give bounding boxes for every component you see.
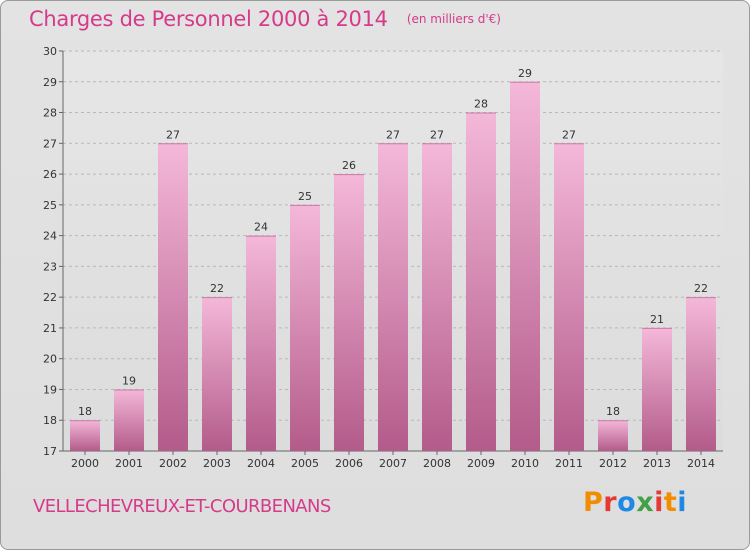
y-tick-label: 23 — [43, 260, 57, 273]
x-tick-label: 2003 — [203, 457, 231, 470]
y-tick-label: 27 — [43, 137, 57, 150]
logo-letter: r — [603, 487, 618, 518]
bar — [642, 327, 672, 451]
data-label: 27 — [562, 128, 576, 141]
data-label: 26 — [342, 159, 356, 172]
bar — [290, 204, 320, 451]
bar — [378, 143, 408, 452]
x-tick-label: 2002 — [159, 457, 187, 470]
x-tick-label: 2009 — [467, 457, 495, 470]
chart-title: Charges de Personnel 2000 à 2014 — [29, 7, 388, 31]
title-row: Charges de Personnel 2000 à 2014 (en mil… — [29, 7, 501, 31]
bar — [554, 143, 584, 452]
bar — [466, 112, 496, 452]
y-tick-label: 26 — [43, 168, 57, 181]
data-label: 27 — [430, 128, 444, 141]
y-tick-label: 30 — [43, 45, 57, 58]
x-tick-label: 2010 — [511, 457, 539, 470]
data-label: 22 — [210, 282, 224, 295]
x-tick-label: 2001 — [115, 457, 143, 470]
logo-letter: x — [636, 487, 655, 518]
y-tick-label: 18 — [43, 414, 57, 427]
y-tick-label: 22 — [43, 291, 57, 304]
logo-letter: i — [654, 487, 664, 518]
data-label: 25 — [298, 190, 312, 203]
bar — [246, 235, 276, 451]
data-label: 24 — [254, 221, 268, 234]
x-tick-label: 2008 — [423, 457, 451, 470]
data-label: 21 — [650, 313, 664, 326]
bar — [114, 389, 144, 451]
y-tick-label: 17 — [43, 445, 57, 458]
logo-letter: o — [617, 487, 637, 518]
y-tick-label: 25 — [43, 199, 57, 212]
data-label: 18 — [606, 405, 620, 418]
x-tick-label: 2005 — [291, 457, 319, 470]
bar — [334, 174, 364, 452]
logo-letter: i — [677, 487, 688, 518]
logo-letter: t — [663, 487, 678, 518]
data-label: 19 — [122, 374, 136, 387]
x-tick-label: 2011 — [555, 457, 583, 470]
bar — [510, 81, 540, 452]
logo-letter: P — [583, 487, 604, 518]
y-tick-label: 21 — [43, 322, 57, 335]
bar — [598, 420, 628, 451]
y-tick-label: 28 — [43, 107, 57, 120]
y-tick-label: 20 — [43, 353, 57, 366]
bar — [70, 420, 100, 451]
chart-subtitle: (en milliers d'€) — [406, 12, 501, 26]
data-label: 18 — [78, 405, 92, 418]
data-label: 22 — [694, 282, 708, 295]
data-label: 29 — [518, 67, 532, 80]
bar — [158, 143, 188, 452]
location-name: VELLECHEVREUX-ET-COURBENANS — [33, 496, 331, 517]
x-tick-label: 2012 — [599, 457, 627, 470]
data-label: 28 — [474, 98, 488, 111]
data-label: 27 — [166, 128, 180, 141]
proxiti-logo: Proxiti — [583, 487, 687, 518]
y-tick-label: 24 — [43, 230, 57, 243]
bar — [422, 143, 452, 452]
y-tick-label: 29 — [43, 76, 57, 89]
x-tick-label: 2000 — [71, 457, 99, 470]
bar — [686, 297, 716, 451]
x-tick-label: 2013 — [643, 457, 671, 470]
y-tick-label: 19 — [43, 383, 57, 396]
x-tick-label: 2006 — [335, 457, 363, 470]
x-tick-label: 2014 — [687, 457, 715, 470]
data-label: 27 — [386, 128, 400, 141]
bar — [202, 297, 232, 451]
x-tick-label: 2007 — [379, 457, 407, 470]
x-tick-label: 2004 — [247, 457, 275, 470]
